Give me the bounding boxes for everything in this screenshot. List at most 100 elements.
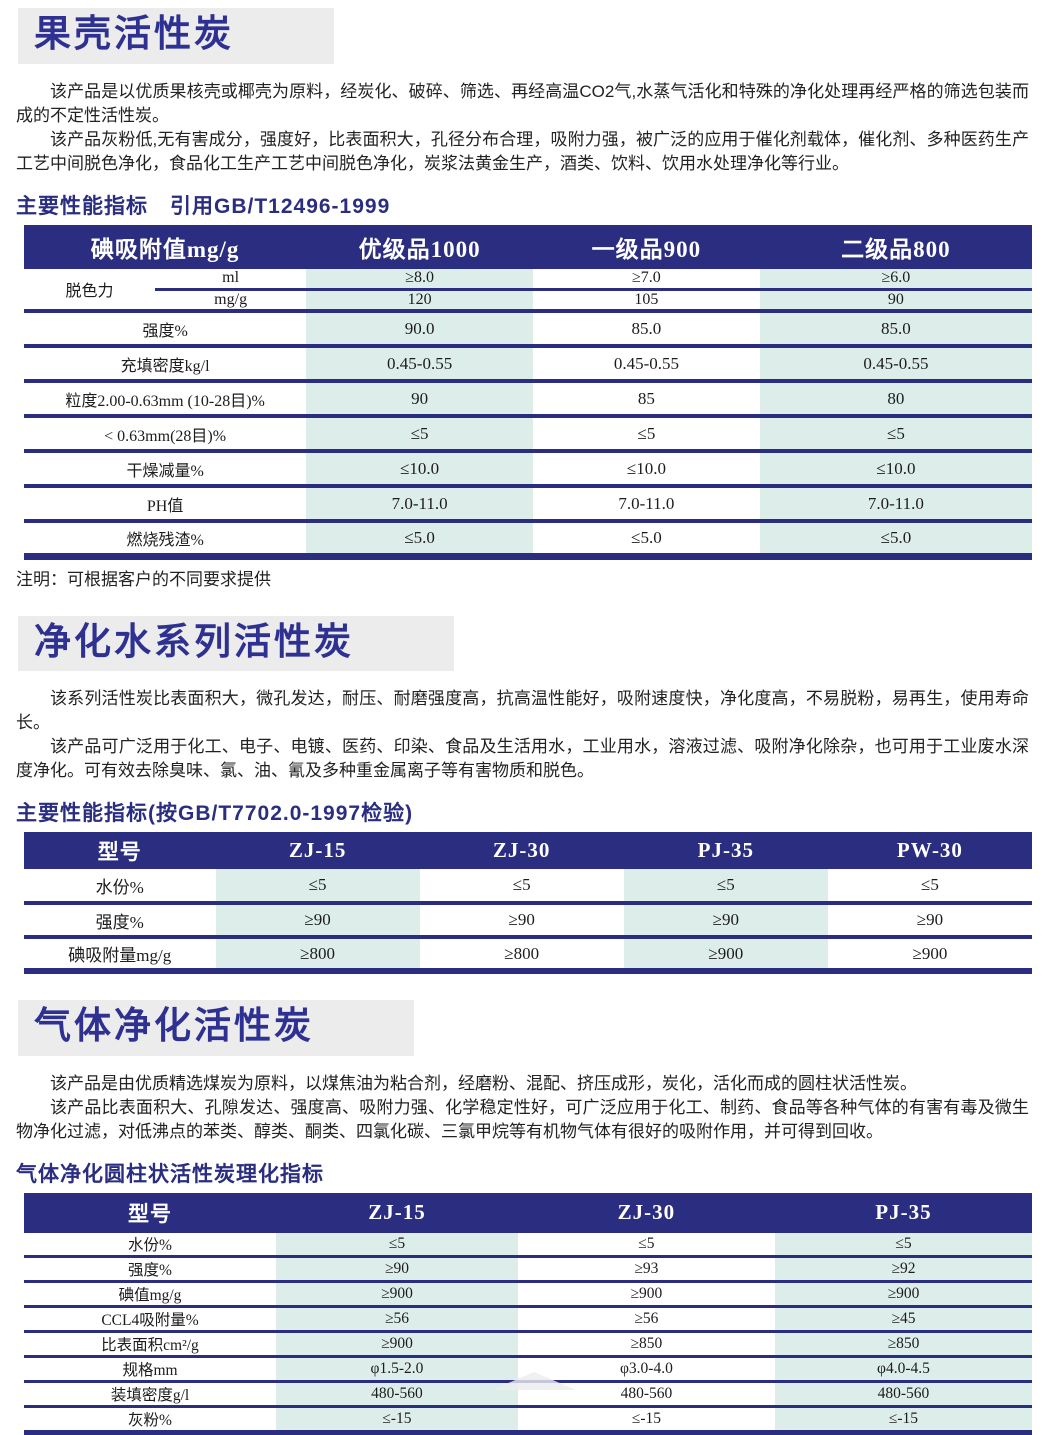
- table-cell: ≥56: [276, 1306, 518, 1333]
- table-cell: ≥900: [276, 1281, 518, 1308]
- table-cell: 80: [759, 381, 1032, 419]
- table-cell: φ1.5-2.0: [276, 1356, 518, 1383]
- table-cell: ≥92: [774, 1256, 1032, 1283]
- table-cell: ≥900: [774, 1281, 1032, 1308]
- section-gas-carbon: 气体净化活性炭 该产品是由优质精选煤炭为原料，以煤焦油为粘合剂，经磨粉、混配、挤…: [16, 1000, 1032, 1435]
- table-cell: ≥900: [623, 937, 828, 974]
- row-label: 灰粉%: [24, 1406, 276, 1434]
- paragraph: 该系列活性炭比表面积大，微孔发达，耐压、耐磨强度高，抗高温性能好，吸附速度快，净…: [16, 689, 1029, 733]
- table-cell: ≥90: [623, 903, 828, 940]
- table-cell: ≤5: [306, 416, 534, 454]
- row-label: CCL4吸附量%: [24, 1306, 276, 1333]
- table-cell: 7.0-11.0: [533, 486, 760, 524]
- table-cell: ≥800: [419, 937, 624, 974]
- column-header: PJ-35: [774, 1192, 1032, 1233]
- table-cell: 480-560: [276, 1381, 518, 1408]
- table-caption-shell: 主要性能指标 引用GB/T12496-1999: [16, 194, 391, 218]
- section-title-shell-carbon: 果壳活性炭: [18, 8, 334, 64]
- row-sub-label: mg/g: [155, 289, 307, 314]
- paragraph: 该产品可广泛用于化工、电子、电镀、医药、印染、食品及生活用水，工业用水，溶液过滤…: [16, 737, 1029, 781]
- table-row: 粒度2.00-0.63mm (10-28目)% 90 85 80: [24, 381, 1032, 419]
- row-label: 燃烧残渣%: [24, 521, 307, 559]
- row-label: 强度%: [24, 903, 216, 940]
- spec-table-holder-shell: 碘吸附值mg/g 优级品1000 一级品900 二级品800 脱色力 ml ≥8.0 ≥7.0…: [16, 224, 1032, 560]
- table-cell: ≥7.0: [533, 268, 760, 292]
- column-header: 优级品1000: [306, 224, 534, 269]
- table-cell: 90: [306, 381, 534, 419]
- table-cell: ≥850: [517, 1331, 775, 1358]
- table-cell: ≥93: [517, 1256, 775, 1283]
- table-cell: ≥90: [827, 903, 1032, 940]
- table-cell: ≥8.0: [306, 268, 534, 292]
- column-header: PJ-35: [623, 832, 828, 870]
- section-intro-gas: 该产品是由优质精选煤炭为原料，以煤焦油为粘合剂，经磨粉、混配、挤压成形，炭化，活…: [16, 1072, 1029, 1144]
- row-label: 装填密度g/l: [24, 1381, 276, 1408]
- table-cell: 7.0-11.0: [306, 486, 534, 524]
- spec-table-water: 型号 ZJ-15 ZJ-30 PJ-35 PW-30 水份% ≤5 ≤5 ≤5 ≤5 强度% ≥90 ≥…: [24, 832, 1032, 975]
- table-cell: ≤10.0: [759, 451, 1032, 489]
- table-cell: ≥900: [827, 937, 1032, 974]
- table-cell: ≥900: [517, 1281, 775, 1308]
- table-cell: 7.0-11.0: [759, 486, 1032, 524]
- table-row: 干燥减量% ≤10.0 ≤10.0 ≤10.0: [24, 451, 1032, 489]
- table-cell: 0.45-0.55: [759, 346, 1032, 384]
- row-group-label: 脱色力: [24, 268, 156, 314]
- table-cell: ≥800: [215, 937, 420, 974]
- section-intro-shell: 该产品是以优质果核壳或椰壳为原料，经炭化、破碎、筛选、再经高温CO2气,水蒸气活…: [16, 80, 1029, 176]
- spec-table-gas: 型号 ZJ-15 ZJ-30 PJ-35 水份% ≤5 ≤5 ≤5 强度% ≥90 ≥93 ≥92 碘值…: [24, 1192, 1032, 1435]
- paragraph: 该产品是由优质精选煤炭为原料，以煤焦油为粘合剂，经磨粉、混配、挤压成形，炭化，活…: [50, 1073, 917, 1093]
- spec-table-shell: 碘吸附值mg/g 优级品1000 一级品900 二级品800 脱色力 ml ≥8.0 ≥7.0…: [24, 224, 1032, 560]
- table-cell: ≥90: [215, 903, 420, 940]
- row-label: 比表面积cm²/g: [24, 1331, 276, 1358]
- table-cell: ≤5.0: [306, 521, 534, 559]
- table-cell: ≤-15: [774, 1406, 1032, 1434]
- row-header-title: 型号: [24, 832, 216, 870]
- table-caption-gas: 气体净化圆柱状活性炭理化指标: [16, 1162, 324, 1186]
- table-row: 比表面积cm²/g ≥900 ≥850 ≥850: [24, 1331, 1032, 1358]
- table-cell: ≤5: [623, 869, 828, 906]
- table-cell: ≤5: [827, 869, 1032, 906]
- spec-table-holder-gas: 型号 ZJ-15 ZJ-30 PJ-35 水份% ≤5 ≤5 ≤5 强度% ≥90 ≥93 ≥92 碘值…: [16, 1192, 1032, 1435]
- row-label: 干燥减量%: [24, 451, 307, 489]
- table-row: 强度% 90.0 85.0 85.0: [24, 311, 1032, 349]
- column-header: ZJ-30: [517, 1192, 775, 1233]
- column-header: 一级品900: [533, 224, 760, 269]
- table-row: PH值 7.0-11.0 7.0-11.0 7.0-11.0: [24, 486, 1032, 524]
- table-cell: ≤5: [517, 1232, 775, 1258]
- spec-table-holder-water: 型号 ZJ-15 ZJ-30 PJ-35 PW-30 水份% ≤5 ≤5 ≤5 ≤5 强度% ≥90 ≥…: [16, 832, 1032, 975]
- table-cell: 0.45-0.55: [306, 346, 534, 384]
- section-title-water-carbon: 净化水系列活性炭: [18, 615, 454, 672]
- table-cell: ≥56: [517, 1306, 775, 1333]
- row-sub-label: ml: [155, 268, 307, 292]
- column-header: PW-30: [827, 832, 1032, 870]
- table-cell: ≤5: [533, 416, 760, 454]
- table-cell: 480-560: [774, 1381, 1032, 1408]
- table-cell: ≥45: [774, 1306, 1032, 1333]
- table-cell: 105: [533, 289, 760, 314]
- table-row: 水份% ≤5 ≤5 ≤5 ≤5: [24, 869, 1032, 906]
- row-label: 强度%: [24, 1256, 276, 1283]
- row-header-title: 型号: [24, 1192, 276, 1233]
- table-cell: 85: [533, 381, 760, 419]
- row-label: 规格mm: [24, 1356, 276, 1383]
- table-cell: 90: [759, 289, 1032, 314]
- row-header-title: 碘吸附值mg/g: [24, 224, 307, 269]
- table-cell: ≥850: [774, 1331, 1032, 1358]
- section-title-gas-carbon: 气体净化活性炭: [18, 1000, 414, 1056]
- row-label: 碘吸附量mg/g: [24, 937, 216, 974]
- table-row: 强度% ≥90 ≥93 ≥92: [24, 1256, 1032, 1283]
- row-label: PH值: [24, 486, 307, 524]
- table-note: 注明：可根据客户的不同要求提供: [16, 569, 271, 589]
- row-label: 充填密度kg/l: [24, 346, 307, 384]
- table-cell: ≤-15: [517, 1406, 775, 1434]
- table-cell: ≤5: [276, 1232, 518, 1258]
- table-row: 灰粉% ≤-15 ≤-15 ≤-15: [24, 1406, 1032, 1434]
- row-label: 粒度2.00-0.63mm (10-28目)%: [24, 381, 307, 419]
- table-cell: ≥6.0: [759, 268, 1032, 292]
- table-row: 强度% ≥90 ≥90 ≥90 ≥90: [24, 903, 1032, 940]
- table-cell: 85.0: [533, 311, 760, 349]
- column-header: 二级品800: [759, 224, 1032, 269]
- table-cell: ≤5: [215, 869, 420, 906]
- row-label: 强度%: [24, 311, 307, 349]
- table-row: 碘值mg/g ≥900 ≥900 ≥900: [24, 1281, 1032, 1308]
